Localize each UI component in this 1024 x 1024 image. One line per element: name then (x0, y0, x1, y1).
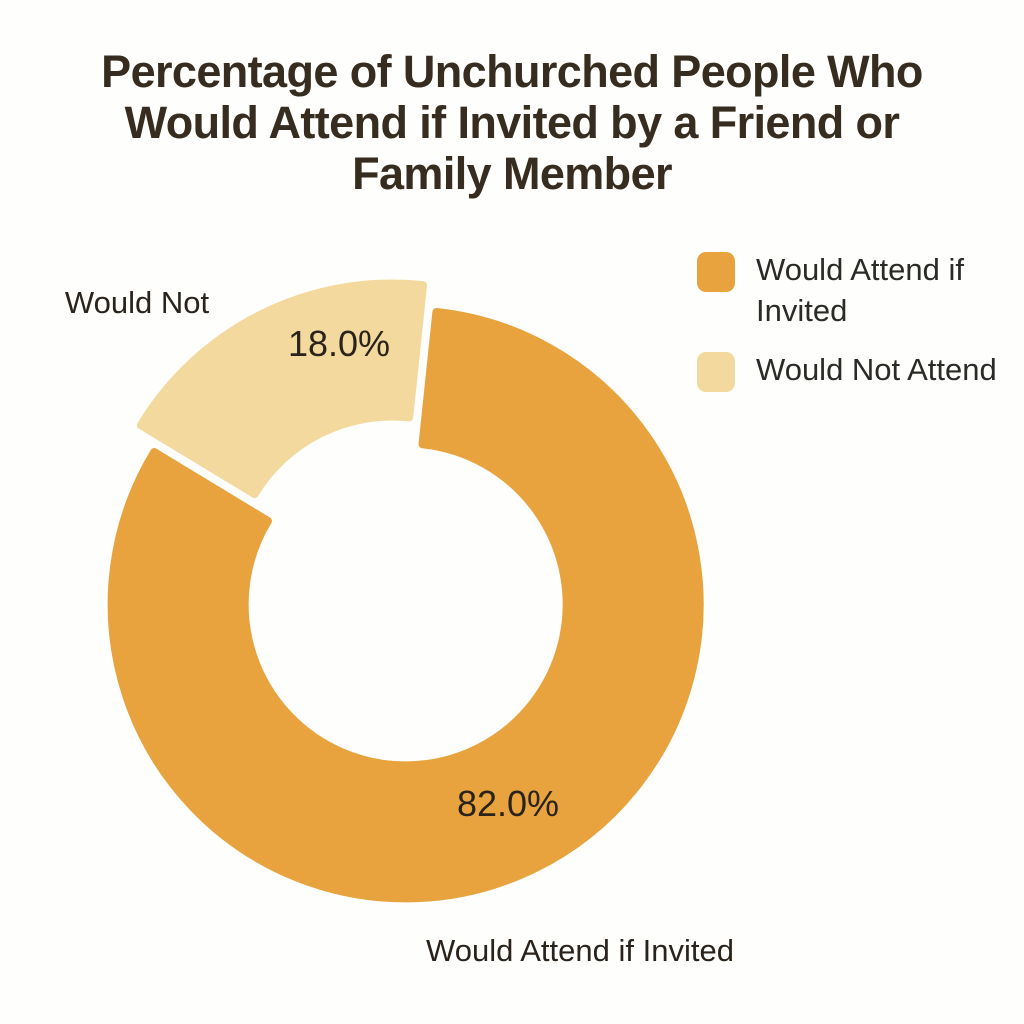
legend-label-would-not: Would Not Attend (756, 352, 997, 387)
legend-swatch-would-not (697, 352, 735, 392)
legend-item-would-not: Would Not Attend (697, 352, 997, 392)
chart-title-line-3: Family Member (352, 148, 672, 199)
chart-title-line-2: Would Attend if Invited by a Friend or (124, 97, 900, 148)
slice-outside-label-would-not: Would Not (64, 285, 210, 320)
donut-slice-would-not-attend (136, 279, 428, 499)
slice-percent-label-would-not: 18.0% (287, 323, 391, 364)
slice-outside-label-would-attend: Would Attend if Invited (426, 933, 734, 968)
legend-swatch-would-attend (697, 252, 735, 292)
slice-percent-label-would-attend: 82.0% (456, 783, 560, 824)
legend-item-would-attend: Would Attend if Invited (697, 252, 1024, 331)
donut-slice-would-attend-if-invited (107, 307, 704, 903)
legend-label-would-attend: Would Attend if Invited (756, 252, 964, 328)
legend: Would Attend if Invited Would Not Attend (697, 252, 1024, 462)
chart-title-line-1: Percentage of Unchurched People Who (101, 46, 923, 97)
chart-title: Percentage of Unchurched People Who Woul… (0, 46, 1024, 199)
